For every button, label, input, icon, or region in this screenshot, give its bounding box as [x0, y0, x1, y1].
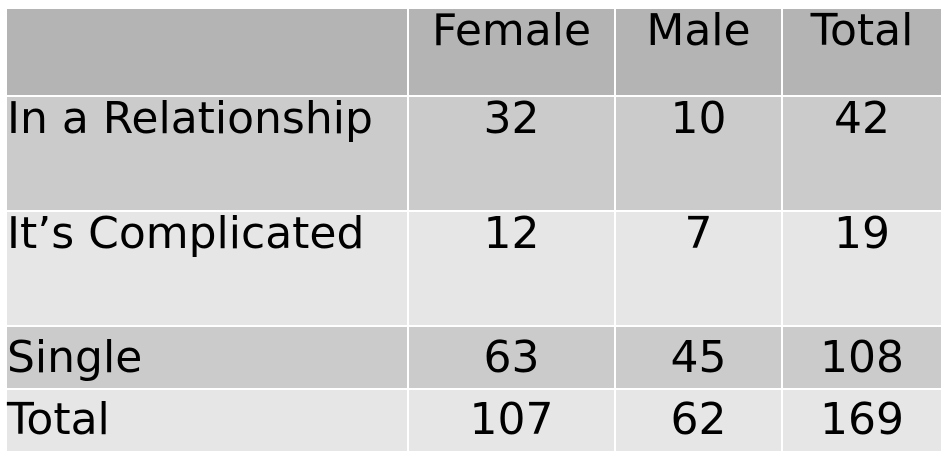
- row-label-total: Total: [5, 388, 409, 453]
- cell-total-male: 62: [614, 388, 783, 453]
- table-row: It’s Complicated 12 7 19: [5, 210, 943, 327]
- cell-complicated-male: 7: [614, 210, 783, 327]
- cell-relationship-male: 10: [614, 95, 783, 212]
- cell-relationship-female: 32: [407, 95, 616, 212]
- table-header-row: Female Male Total: [5, 7, 943, 97]
- table-row: In a Relationship 32 10 42: [5, 95, 943, 212]
- row-label-its-complicated: It’s Complicated: [5, 210, 409, 327]
- cell-relationship-total: 42: [781, 95, 943, 212]
- header-male: Male: [614, 7, 783, 97]
- cell-single-total: 108: [781, 325, 943, 390]
- header-corner-cell: [5, 7, 409, 97]
- cell-complicated-female: 12: [407, 210, 616, 327]
- cell-complicated-total: 19: [781, 210, 943, 327]
- row-label-in-a-relationship: In a Relationship: [5, 95, 409, 212]
- contingency-table: Female Male Total In a Relationship 32 1…: [5, 7, 943, 453]
- row-label-single: Single: [5, 325, 409, 390]
- table-row: Single 63 45 108: [5, 325, 943, 390]
- header-total: Total: [781, 7, 943, 97]
- cell-total-female: 107: [407, 388, 616, 453]
- header-female: Female: [407, 7, 616, 97]
- cell-grand-total: 169: [781, 388, 943, 453]
- table-row: Total 107 62 169: [5, 388, 943, 453]
- cell-single-female: 63: [407, 325, 616, 390]
- cell-single-male: 45: [614, 325, 783, 390]
